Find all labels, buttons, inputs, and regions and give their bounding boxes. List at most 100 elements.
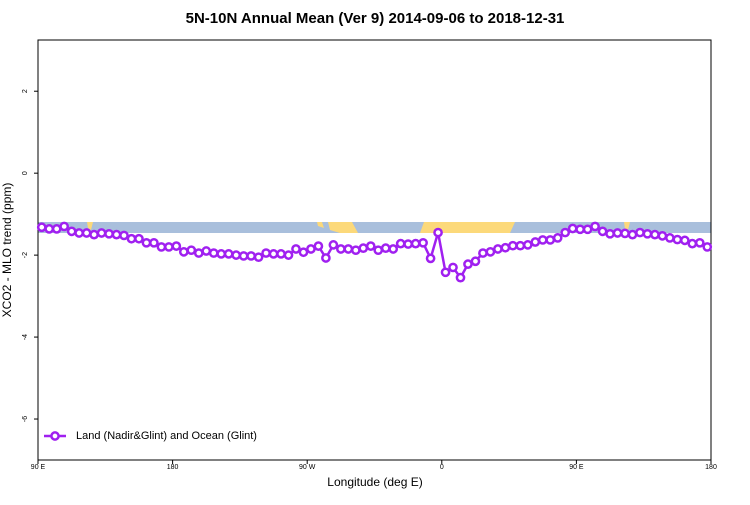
data-point — [478, 248, 488, 258]
data-point — [612, 228, 623, 238]
data-point — [208, 248, 219, 258]
data-point — [44, 224, 55, 234]
data-point — [186, 245, 197, 256]
data-point — [238, 251, 249, 261]
legend-label: Land (Nadir&Glint) and Ocean (Glint) — [76, 430, 257, 442]
ocean-band — [38, 222, 711, 233]
surface-strip — [38, 222, 711, 233]
data-point — [463, 259, 473, 269]
data-point — [537, 235, 548, 245]
data-point — [201, 246, 212, 256]
data-point — [440, 267, 451, 278]
land-patch — [328, 222, 358, 233]
y-tick-label: 2 — [22, 89, 29, 93]
data-point — [418, 237, 428, 248]
legend-marker — [50, 431, 60, 441]
data-point — [350, 245, 361, 256]
data-point — [552, 233, 563, 243]
data-point — [365, 241, 376, 251]
y-tick-label: 0 — [22, 171, 29, 175]
data-point — [515, 240, 526, 251]
data-point — [500, 242, 511, 253]
data-point — [66, 226, 77, 237]
data-point — [687, 238, 698, 249]
data-point — [567, 223, 578, 234]
data-point — [253, 252, 264, 263]
data-point — [575, 224, 585, 235]
data-point — [81, 228, 92, 238]
data-point — [283, 250, 294, 260]
data-point — [679, 235, 690, 246]
data-point — [89, 229, 99, 240]
data-point — [104, 228, 114, 239]
data-point — [373, 245, 384, 256]
data-point — [171, 241, 182, 251]
y-tick-label: -4 — [22, 334, 29, 340]
data-point — [321, 253, 331, 263]
data-point — [74, 228, 84, 238]
data-point — [216, 249, 227, 259]
land-patch — [624, 222, 630, 230]
data-point — [380, 243, 391, 254]
data-point — [134, 233, 144, 244]
data-point — [156, 242, 167, 252]
data-point — [657, 231, 668, 241]
data-point — [261, 248, 271, 258]
data-point — [388, 244, 399, 254]
data-point — [328, 240, 339, 250]
data-point — [96, 228, 107, 238]
data-point — [298, 247, 309, 258]
x-tick-label: 180 — [705, 464, 717, 471]
x-tick-label: 90 E — [31, 464, 46, 471]
data-point — [702, 242, 713, 252]
data-point — [36, 222, 47, 233]
data-point — [231, 250, 242, 260]
data-point — [268, 249, 279, 259]
x-tick-label: 180 — [167, 464, 179, 471]
data-point — [650, 229, 660, 240]
data-point — [343, 244, 354, 254]
data-point — [336, 244, 346, 254]
data-point — [59, 221, 70, 232]
data-point — [485, 246, 496, 257]
data-point — [635, 227, 645, 238]
data-point — [530, 237, 541, 247]
land-patch — [420, 222, 515, 233]
data-point — [665, 233, 675, 243]
x-tick-label: 90 E — [569, 464, 584, 471]
data-point — [627, 229, 638, 240]
data-point — [51, 224, 62, 234]
data-point — [425, 253, 436, 264]
data-point — [582, 224, 593, 235]
x-tick-label: 90 W — [299, 464, 316, 471]
data-point — [605, 228, 615, 239]
data-point — [276, 249, 286, 259]
data-point — [126, 233, 137, 244]
data-point — [620, 228, 630, 239]
data-point — [193, 248, 204, 258]
data-point — [223, 249, 234, 259]
data-point — [395, 238, 406, 249]
data-point — [590, 221, 600, 232]
data-point — [694, 237, 705, 248]
data-point — [111, 229, 122, 240]
land-patch — [317, 222, 324, 228]
x-axis-label: Longitude (deg E) — [327, 475, 422, 489]
data-point — [291, 244, 301, 254]
data-point — [672, 234, 683, 245]
x-tick-label: 0 — [440, 464, 444, 471]
data-point — [433, 227, 443, 238]
data-point — [313, 241, 324, 251]
data-point — [306, 244, 316, 254]
data-point — [448, 262, 458, 273]
data-point — [164, 242, 174, 252]
data-point — [403, 239, 413, 249]
data-point — [522, 240, 533, 250]
data-point — [119, 230, 129, 241]
data-point — [410, 238, 421, 249]
y-axis-label: XCO2 - MLO trend (ppm) — [0, 183, 14, 318]
data-point — [246, 251, 256, 261]
data-point — [141, 237, 152, 248]
data-point — [507, 240, 518, 251]
